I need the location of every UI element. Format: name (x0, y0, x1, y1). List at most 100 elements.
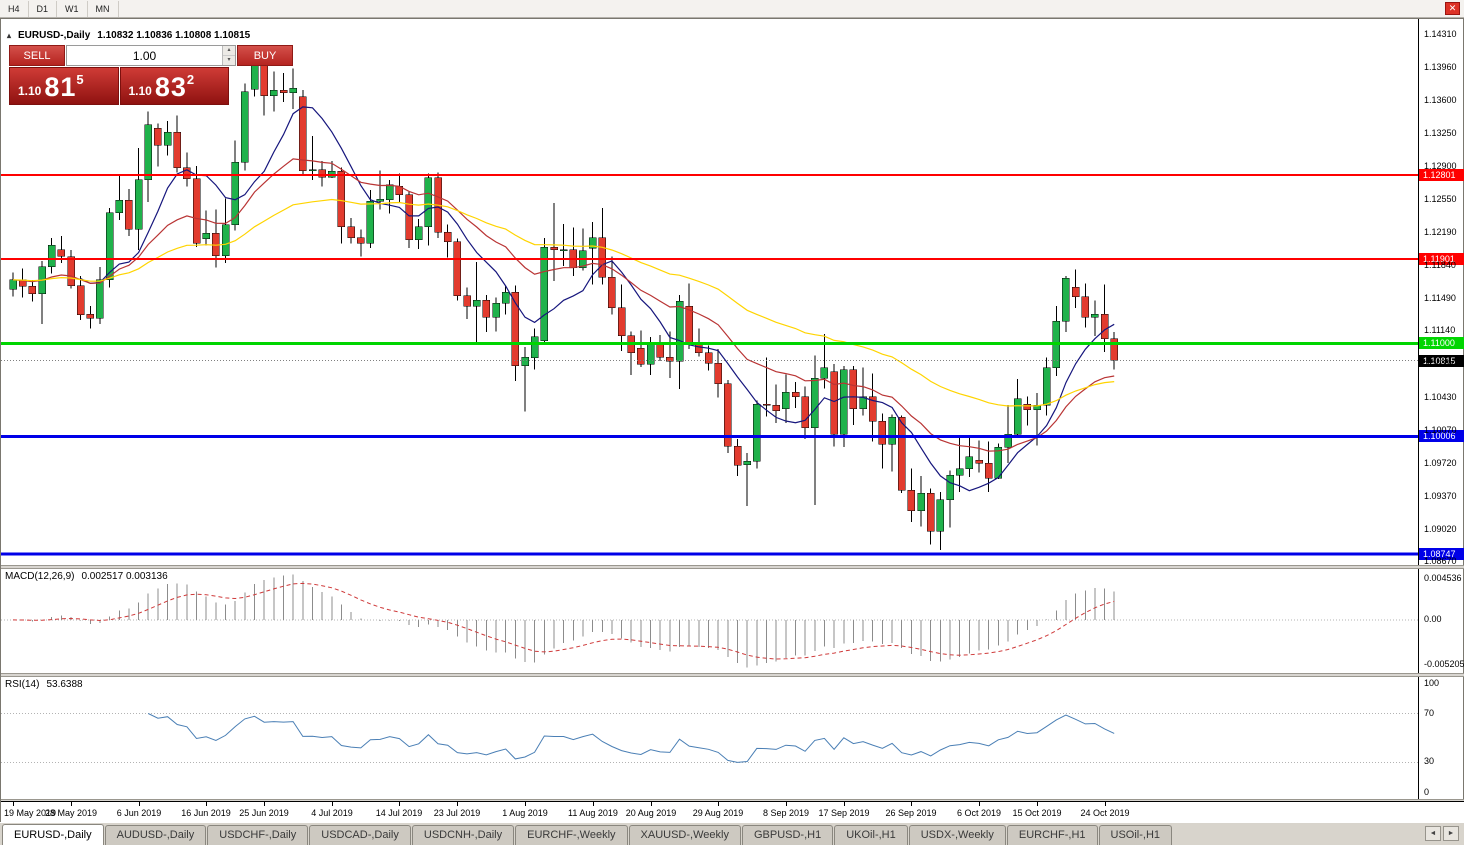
rsi-name: RSI(14) (5, 679, 40, 690)
period-button-mn[interactable]: MN (88, 0, 119, 17)
rsi-current-value: 53.6388 (46, 679, 83, 690)
volume-stepper: ▴ ▾ (222, 46, 235, 65)
macd-current-values: 0.002517 0.003136 (81, 571, 168, 582)
tab-scroll-controls: ◄ ► (1420, 826, 1464, 845)
rsi-indicator-label: RSI(14) 53.6388 (5, 679, 83, 690)
pane-separator[interactable] (1, 565, 1464, 569)
macd-pane[interactable]: MACD(12,26,9) 0.002517 0.003136 (1, 569, 1419, 673)
volume-field: ▴ ▾ (66, 45, 236, 66)
tab-ukoil-h1[interactable]: UKOil-,H1 (834, 825, 908, 845)
price-tick: 1.11490 (1424, 293, 1456, 303)
tab-eurchf-weekly[interactable]: EURCHF-,Weekly (515, 825, 628, 845)
tab-audusd-daily[interactable]: AUDUSD-,Daily (104, 825, 207, 845)
time-axis-label: 23 Jul 2019 (433, 808, 481, 818)
period-button-h4[interactable]: H4 (0, 0, 29, 17)
close-icon[interactable]: ✕ (1445, 2, 1460, 15)
period-button-d1[interactable]: D1 (29, 0, 58, 17)
price-chart-pane[interactable]: ▴ EURUSD-,Daily 1.10832 1.10836 1.10808 … (1, 19, 1419, 565)
time-tick (13, 802, 14, 806)
period-button-w1[interactable]: W1 (57, 0, 88, 17)
time-axis-label: 4 Jul 2019 (311, 808, 353, 818)
time-tick (399, 802, 400, 806)
macd-name: MACD(12,26,9) (5, 571, 75, 582)
price-tick: 1.09370 (1424, 491, 1457, 501)
time-axis-label: 6 Oct 2019 (956, 808, 1002, 818)
price-tick: 1.12900 (1424, 161, 1457, 171)
tab-xauusd-weekly[interactable]: XAUUSD-,Weekly (628, 825, 741, 845)
one-click-trading-panel: SELL ▴ ▾ BUY 1.10 81 5 (9, 45, 293, 105)
hline-price-flag: 1.10006 (1419, 430, 1464, 442)
time-tick (1105, 802, 1106, 806)
tab-eurchf-h1[interactable]: EURCHF-,H1 (1006, 825, 1098, 845)
top-toolbar: H4 D1 W1 MN ✕ (0, 0, 1464, 18)
time-axis-label: 24 Oct 2019 (1080, 808, 1130, 818)
price-tick: 1.11840 (1424, 260, 1456, 270)
time-axis-label: 15 Oct 2019 (1012, 808, 1062, 818)
time-axis-label: 16 Jun 2019 (181, 808, 231, 818)
buy-button[interactable]: BUY (237, 45, 293, 66)
price-tick: 1.09020 (1424, 524, 1457, 534)
volume-down-icon[interactable]: ▾ (223, 56, 235, 65)
volume-up-icon[interactable]: ▴ (223, 46, 235, 56)
ma-line-45 (12, 198, 1115, 407)
macd-indicator-label: MACD(12,26,9) 0.002517 0.003136 (5, 571, 168, 582)
price-tick: 1.11140 (1424, 325, 1456, 335)
collapse-trade-panel-icon[interactable]: ▴ (7, 31, 12, 40)
chart-ohlc-info: ▴ EURUSD-,Daily 1.10832 1.10836 1.10808 … (7, 30, 250, 41)
price-tick: 1.13600 (1424, 95, 1457, 105)
timeframe-buttons: H4 D1 W1 MN (0, 0, 119, 17)
tab-usdchf-daily[interactable]: USDCHF-,Daily (207, 825, 309, 845)
time-axis-label: 19 May 2019 (4, 808, 57, 818)
price-tick: 1.12550 (1424, 194, 1457, 204)
time-tick (844, 802, 845, 806)
ma-line-8 (80, 106, 1115, 492)
volume-input[interactable] (67, 46, 222, 65)
tab-scroll-left-icon[interactable]: ◄ (1425, 826, 1441, 841)
rsi-pane[interactable]: RSI(14) 53.6388 (1, 677, 1419, 799)
pane-separator[interactable] (1, 673, 1464, 677)
price-tick: 1.10780 (1424, 359, 1457, 369)
buy-price-box[interactable]: 1.10 83 2 (119, 67, 229, 105)
time-axis: 19 May 2019 28 May 2019 6 Jun 2019 16 Jun 2… (1, 801, 1464, 823)
time-tick (139, 802, 140, 806)
time-tick (651, 802, 652, 806)
tab-scroll-right-icon[interactable]: ► (1443, 826, 1459, 841)
time-axis-label: 25 Jun 2019 (239, 808, 289, 818)
time-tick (525, 802, 526, 806)
buy-price-sup: 2 (186, 72, 195, 87)
time-axis-label: 14 Jul 2019 (375, 808, 423, 818)
time-axis-label: 28 May 2019 (44, 808, 98, 818)
tab-gbpusd-h1[interactable]: GBPUSD-,H1 (741, 825, 834, 845)
time-axis-label: 26 Sep 2019 (885, 808, 937, 818)
tab-usdcnh-daily[interactable]: USDCNH-,Daily (411, 825, 515, 845)
rsi-axis-label: 0 (1424, 787, 1430, 797)
tab-usoil-h1[interactable]: USOil-,H1 (1098, 825, 1173, 845)
price-tick: 1.08670 (1424, 556, 1457, 566)
price-tick: 1.14310 (1424, 29, 1457, 39)
macd-axis-label: 0.004536 (1424, 573, 1462, 583)
tab-eurusd-daily[interactable]: EURUSD-,Daily (2, 824, 104, 845)
macd-axis-label: 0.00 (1424, 614, 1442, 624)
price-axis: 1.12801 1.11901 1.11000 1.10006 1.08747 1.108… (1418, 19, 1464, 801)
current-price-flag: 1.10815 (1419, 355, 1464, 367)
price-tick: 1.13960 (1424, 62, 1457, 72)
tab-usdx-weekly[interactable]: USDX-,Weekly (908, 825, 1006, 845)
time-axis-label: 6 Jun 2019 (116, 808, 162, 818)
time-tick (332, 802, 333, 806)
price-tick: 1.10070 (1424, 425, 1457, 435)
macd-histogram (22, 574, 1115, 668)
time-tick (457, 802, 458, 806)
sell-button[interactable]: SELL (9, 45, 65, 66)
hline-price-flag: 1.12801 (1419, 169, 1464, 181)
hline-price-flag: 1.11000 (1419, 337, 1464, 349)
price-tick: 1.12190 (1424, 227, 1457, 237)
sell-price-box[interactable]: 1.10 81 5 (9, 67, 119, 105)
sell-price-sup: 5 (76, 72, 84, 87)
time-axis-label: 11 Aug 2019 (568, 808, 618, 818)
time-tick (911, 802, 912, 806)
chart-tab-bar: EURUSD-,Daily AUDUSD-,Daily USDCHF-,Daily U… (0, 822, 1464, 845)
time-tick (718, 802, 719, 806)
price-tick: 1.10430 (1424, 392, 1457, 402)
tab-usdcad-daily[interactable]: USDCAD-,Daily (309, 825, 411, 845)
